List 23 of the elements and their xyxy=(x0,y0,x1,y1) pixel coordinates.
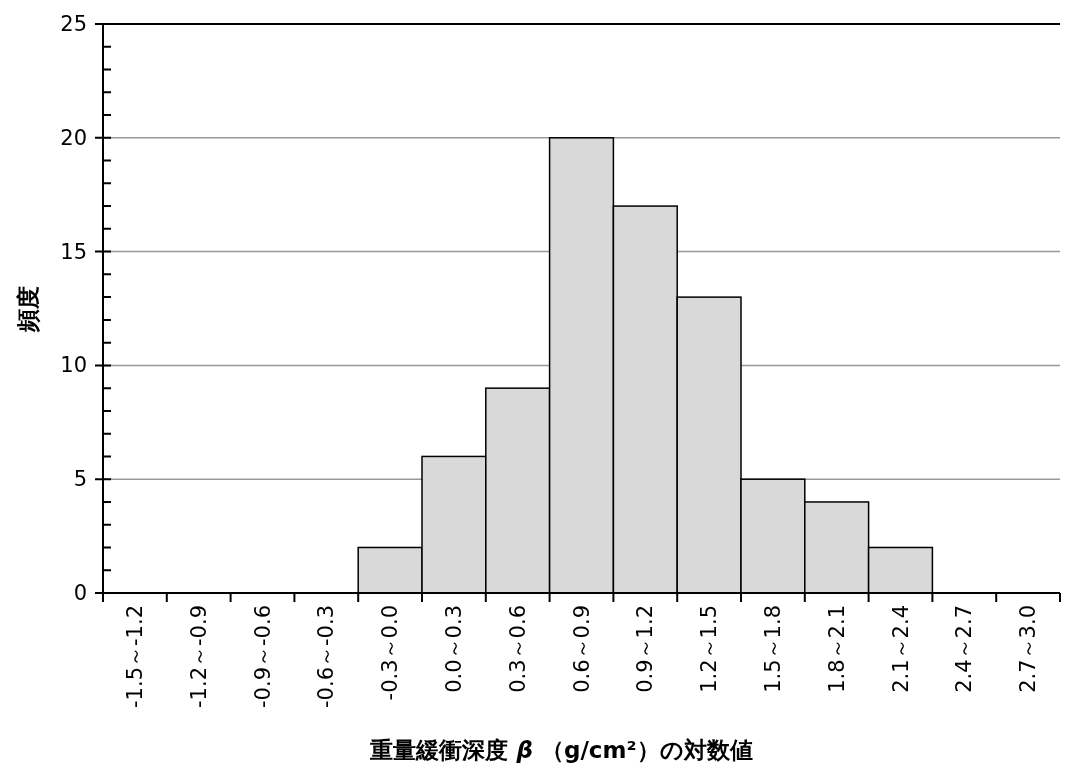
y-tick-label: 10 xyxy=(60,353,87,378)
x-tick-label: 2.4～2.7 xyxy=(952,605,977,693)
y-tick-label: 20 xyxy=(60,125,87,150)
y-tick-label: 5 xyxy=(73,467,87,492)
x-tick-label: -0.9～-0.6 xyxy=(250,605,275,708)
x-tick-label: 2.7～3.0 xyxy=(1016,605,1041,693)
x-tick-label: 0.3～0.6 xyxy=(505,605,530,693)
x-tick-label: 2.1～2.4 xyxy=(888,605,913,693)
y-tick-label: 25 xyxy=(60,12,87,36)
x-tick-label: -1.2～-0.9 xyxy=(186,605,211,708)
x-tick-label: -1.5～-1.2 xyxy=(122,605,147,708)
x-tick-label: 0.6～0.9 xyxy=(569,605,594,693)
x-tick-label: -0.6～-0.3 xyxy=(314,605,339,708)
x-tick-label: 1.5～1.8 xyxy=(760,605,785,693)
x-tick-label: 0.0～0.3 xyxy=(441,605,466,693)
y-tick-label: 0 xyxy=(73,581,87,605)
x-axis-title: 重量緩衝深度 β （g/cm²）の対数値 xyxy=(369,737,753,763)
x-tick-label: 0.9～1.2 xyxy=(633,605,658,693)
y-axis-title: 頻度 xyxy=(15,285,41,333)
x-tick-label: 1.8～2.1 xyxy=(824,605,849,693)
y-tick-label: 15 xyxy=(60,239,87,264)
x-tick-label: 1.2～1.5 xyxy=(697,605,722,693)
x-tick-label: -0.3～0.0 xyxy=(378,605,403,701)
